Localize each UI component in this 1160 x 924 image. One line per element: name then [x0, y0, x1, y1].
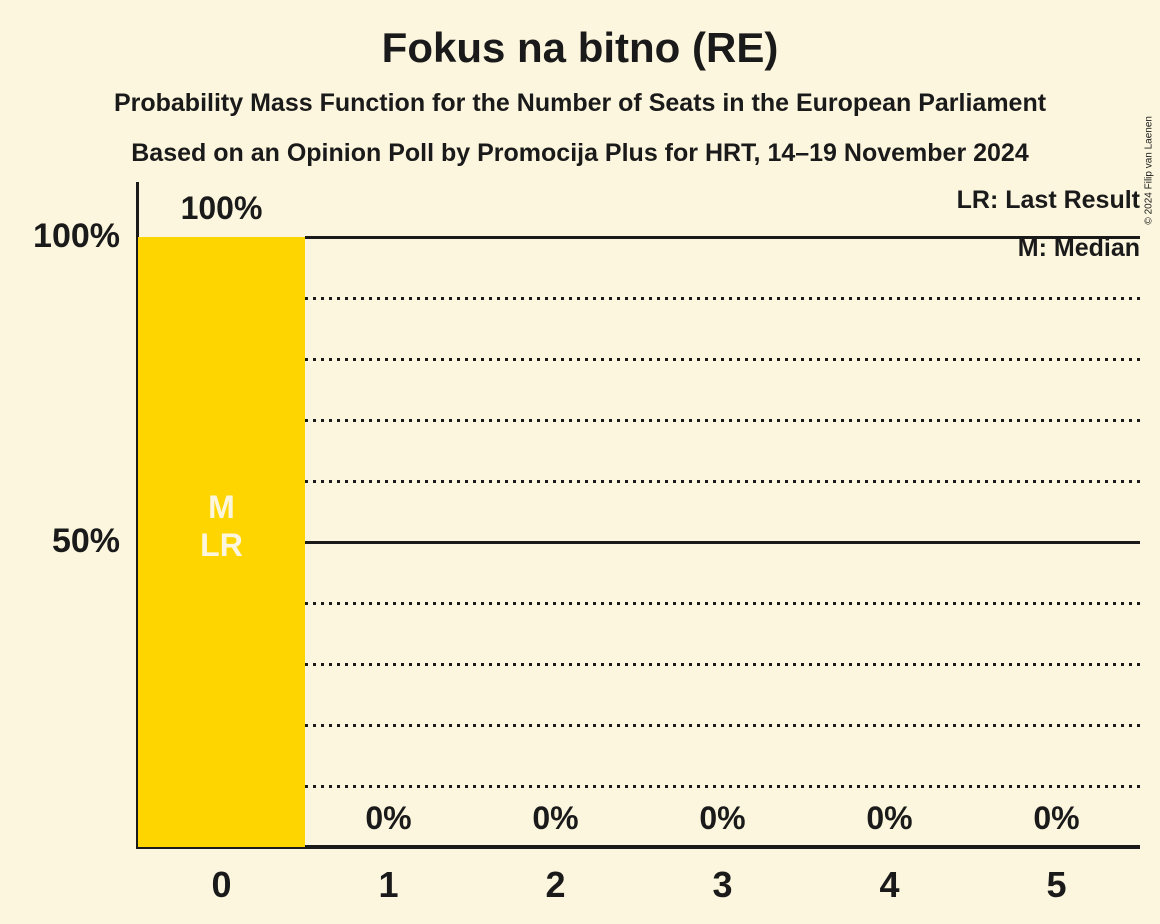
gridline-dotted-10	[305, 784, 1140, 788]
chart-source-line: Based on an Opinion Poll by Promocija Pl…	[131, 139, 1029, 167]
annotation-line: LR	[200, 527, 243, 563]
legend-last-result: LR: Last Result	[956, 186, 1140, 214]
annotation-line: M	[208, 489, 235, 525]
chart-subtitle: Probability Mass Function for the Number…	[113, 89, 1047, 117]
y-tick-label-100: 100%	[33, 217, 120, 255]
x-tick-label-4: 4	[879, 864, 900, 905]
gridline-dotted-70	[305, 418, 1140, 422]
bar-seat-0	[138, 237, 305, 847]
gridline-solid-100	[305, 235, 1140, 239]
bar-value-label-0: 100%	[180, 190, 263, 226]
bar-value-label-2: 0%	[532, 800, 579, 836]
bar-annotation-seat-0: M LR	[138, 488, 305, 564]
x-tick-label-0: 0	[211, 864, 232, 905]
bar-value-label-1: 0%	[365, 800, 412, 836]
x-axis-line	[136, 845, 1140, 849]
x-tick-label-1: 1	[378, 864, 399, 905]
y-axis-line	[136, 182, 139, 849]
bar-value-label-3: 0%	[699, 800, 746, 836]
gridline-solid-50	[305, 540, 1140, 544]
y-tick-label-50: 50%	[51, 522, 120, 560]
legend-median: M: Median	[1017, 234, 1140, 262]
gridline-dotted-20	[305, 723, 1140, 727]
gridline-dotted-90	[305, 296, 1140, 300]
bar-value-label-4: 0%	[866, 800, 913, 836]
x-tick-label-2: 2	[545, 864, 566, 905]
x-tick-label-5: 5	[1046, 864, 1067, 905]
x-tick-label-3: 3	[712, 864, 733, 905]
gridline-dotted-30	[305, 662, 1140, 666]
page-title: Fokus na bitno (RE)	[381, 24, 779, 71]
copyright-notice: © 2024 Filip van Laenen	[1144, 116, 1155, 225]
gridline-dotted-60	[305, 479, 1140, 483]
gridline-dotted-40	[305, 601, 1140, 605]
gridline-dotted-80	[305, 357, 1140, 361]
bar-value-label-5: 0%	[1033, 800, 1080, 836]
